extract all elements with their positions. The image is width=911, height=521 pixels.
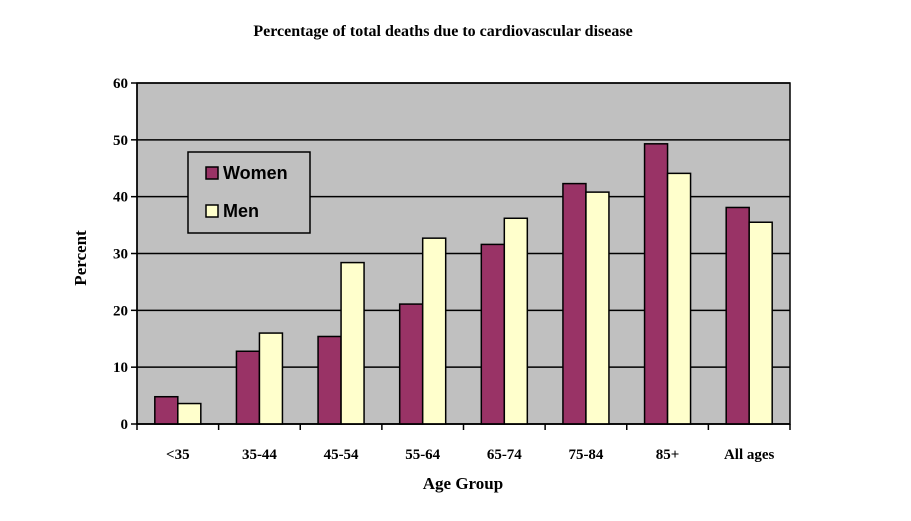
- bar-men: [585, 191, 610, 425]
- legend: Women Men: [187, 151, 311, 234]
- x-tick-label: All ages: [724, 447, 775, 463]
- bar-women: [398, 303, 424, 425]
- y-tick-label: 10: [113, 360, 128, 376]
- x-tick-label: 45-54: [324, 447, 359, 463]
- bar-women: [643, 143, 669, 425]
- y-tick-label: 60: [113, 76, 128, 92]
- y-tick-label: 50: [113, 133, 128, 149]
- legend-label-men: Men: [223, 201, 259, 221]
- bar-men: [340, 261, 365, 425]
- x-tick-label: 75-84: [568, 447, 603, 463]
- x-tick-label: 85+: [656, 447, 680, 463]
- bar-men: [748, 221, 773, 425]
- bar-men: [258, 332, 284, 425]
- legend-box: [187, 151, 311, 234]
- y-tick-label: 30: [113, 247, 128, 263]
- bar-women: [154, 395, 179, 425]
- y-tick-label: 40: [113, 190, 128, 206]
- bar-men: [421, 237, 447, 425]
- legend-swatch-women: [205, 166, 219, 180]
- bar-men: [666, 172, 692, 425]
- legend-swatch-men: [205, 204, 219, 218]
- y-axis-label: Percent: [71, 230, 90, 286]
- y-tick-label: 20: [113, 303, 128, 319]
- bar-women: [725, 206, 750, 425]
- bar-men: [177, 402, 202, 425]
- x-tick-label: 55-64: [405, 447, 440, 463]
- y-tick-label: 0: [121, 417, 129, 433]
- chart-title: Percentage of total deaths due to cardio…: [253, 23, 632, 40]
- bar-men: [503, 217, 529, 425]
- x-tick-label: 65-74: [487, 447, 522, 463]
- legend-label-women: Women: [223, 163, 288, 183]
- x-axis-label: Age Group: [423, 474, 503, 493]
- bar-women: [317, 335, 342, 425]
- bar-women: [562, 182, 587, 425]
- bar-women: [235, 350, 261, 425]
- bar-women: [480, 243, 506, 425]
- x-tick-label: 35-44: [242, 447, 277, 463]
- x-tick-label: <35: [166, 447, 190, 463]
